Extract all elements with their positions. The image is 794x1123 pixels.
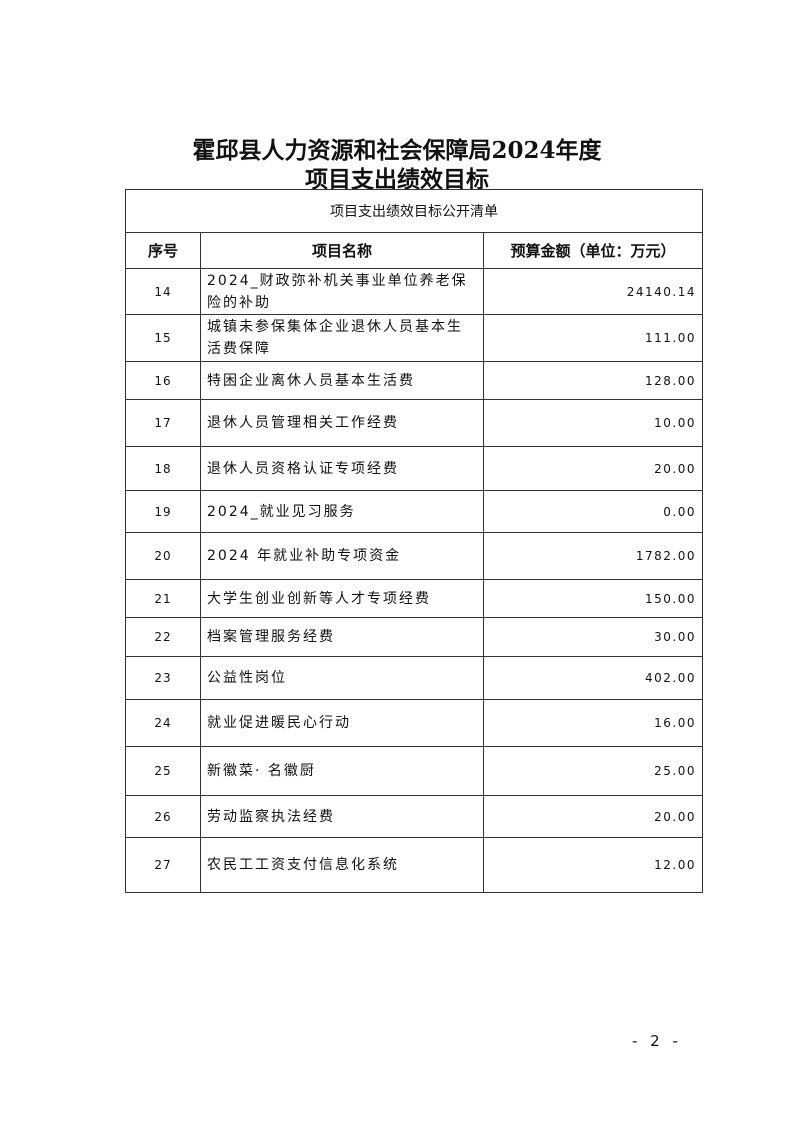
row-no: 18 [125,446,201,491]
row-name: 城镇未参保集体企业退休人员基本生活费保障 [200,314,484,362]
row-no: 24 [125,699,201,747]
row-amount: 25.00 [482,746,704,796]
table-row: 15 城镇未参保集体企业退休人员基本生活费保障 111.00 [125,314,704,362]
row-no: 19 [125,490,201,533]
row-no: 26 [125,795,201,838]
table-row: 17 退休人员管理相关工作经费 10.00 [125,399,704,447]
row-name: 新徽菜· 名徽厨 [200,746,484,796]
row-no: 25 [125,746,201,796]
row-name: 档案管理服务经费 [200,617,484,657]
table-row: 14 2024_财政弥补机关事业单位养老保险的补助 24140.14 [125,268,704,315]
table-row: 25 新徽菜· 名徽厨 25.00 [125,746,704,796]
table-caption: 项目支出绩效目标公开清单 [124,189,704,233]
row-no: 15 [125,314,201,362]
row-name: 特困企业离休人员基本生活费 [200,361,484,400]
table-row: 24 就业促进暖民心行动 16.00 [125,699,704,747]
table-row: 26 劳动监察执法经费 20.00 [125,795,704,838]
row-name: 劳动监察执法经费 [200,795,484,838]
row-name: 大学生创业创新等人才专项经费 [200,579,484,618]
table-row: 19 2024_就业见习服务 0.00 [125,490,704,533]
row-amount: 150.00 [482,579,704,618]
row-amount: 402.00 [482,656,704,700]
table-row: 22 档案管理服务经费 30.00 [125,617,704,657]
table-row: 23 公益性岗位 402.00 [125,656,704,700]
title-line-1: 霍邱县人力资源和社会保障局2024年度 [192,137,602,164]
row-amount: 24140.14 [482,268,704,315]
table-row: 18 退休人员资格认证专项经费 20.00 [125,446,704,491]
performance-table: 项目支出绩效目标公开清单 序号 项目名称 预算金额（单位：万元） 14 2024… [124,189,704,893]
row-name: 2024_财政弥补机关事业单位养老保险的补助 [200,268,484,315]
row-amount: 128.00 [482,361,704,400]
row-no: 27 [125,837,201,893]
row-amount: 20.00 [482,795,704,838]
page-number: - 2 - [632,1032,682,1050]
table-row: 21 大学生创业创新等人才专项经费 150.00 [125,579,704,618]
row-amount: 10.00 [482,399,704,447]
header-amount: 预算金额（单位：万元） [482,232,704,269]
row-no: 16 [125,361,201,400]
row-no: 21 [125,579,201,618]
row-no: 14 [125,268,201,315]
row-name: 2024 年就业补助专项资金 [200,532,484,580]
row-no: 22 [125,617,201,657]
row-amount: 0.00 [482,490,704,533]
row-name: 退休人员管理相关工作经费 [200,399,484,447]
title-line-2: 项目支出绩效目标 [305,166,489,193]
table-row: 20 2024 年就业补助专项资金 1782.00 [125,532,704,580]
row-no: 17 [125,399,201,447]
row-amount: 30.00 [482,617,704,657]
row-name: 农民工工资支付信息化系统 [200,837,484,893]
header-name: 项目名称 [200,232,484,269]
row-amount: 111.00 [482,314,704,362]
row-amount: 12.00 [482,837,704,893]
header-no: 序号 [125,232,201,269]
table-row: 27 农民工工资支付信息化系统 12.00 [125,837,704,893]
row-amount: 16.00 [482,699,704,747]
row-name: 退休人员资格认证专项经费 [200,446,484,491]
row-amount: 1782.00 [482,532,704,580]
table-row: 16 特困企业离休人员基本生活费 128.00 [125,361,704,400]
row-amount: 20.00 [482,446,704,491]
row-name: 2024_就业见习服务 [200,490,484,533]
row-no: 23 [125,656,201,700]
row-name: 就业促进暖民心行动 [200,699,484,747]
row-no: 20 [125,532,201,580]
row-name: 公益性岗位 [200,656,484,700]
